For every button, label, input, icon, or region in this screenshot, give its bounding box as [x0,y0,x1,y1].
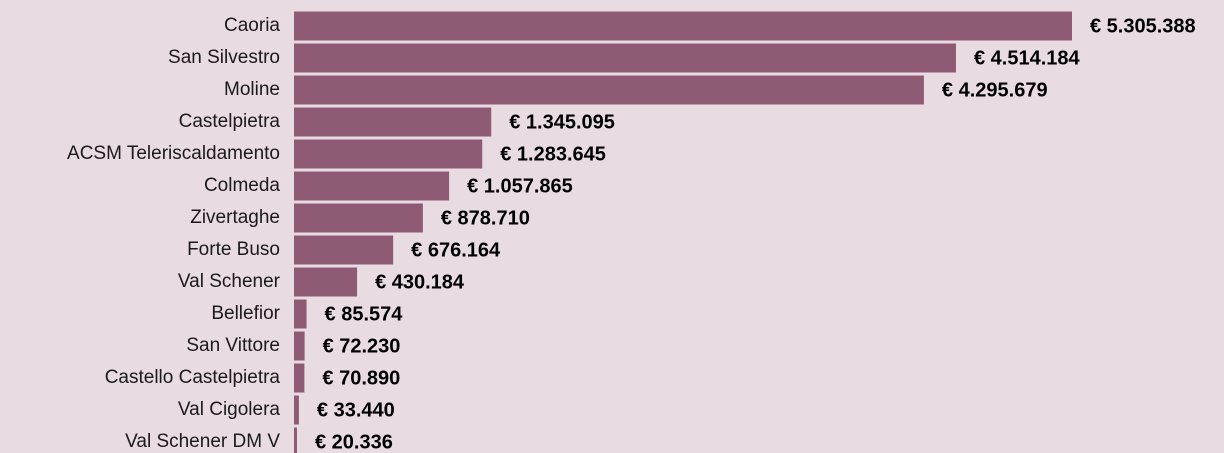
bar [294,331,305,361]
category-label: Val Schener [178,271,281,292]
bar [294,395,299,425]
value-label: € 676.164 [411,239,501,261]
bar [294,11,1072,41]
value-label: € 1.057.865 [467,175,573,197]
category-label: Forte Buso [187,239,280,260]
bar [294,299,307,329]
value-label: € 5.305.388 [1090,15,1196,37]
bar [294,235,394,265]
value-label: € 878.710 [441,207,530,229]
bar [294,139,483,169]
value-label: € 20.336 [315,431,393,453]
category-label: San Vittore [186,335,280,356]
value-label: € 430.184 [375,271,465,293]
category-label: Val Cigolera [178,399,281,420]
value-label: € 85.574 [325,303,404,325]
category-label: ACSM Teleriscaldamento [67,143,280,164]
category-label: Bellefior [211,303,280,324]
category-label: Val Schener DM V [125,431,280,452]
category-label: Moline [224,79,280,100]
category-label: Castello Castelpietra [105,367,281,388]
bar [294,363,305,393]
value-label: € 4.514.184 [974,47,1081,69]
bar [294,267,358,297]
category-label: Castelpietra [179,111,281,132]
bar [294,171,450,201]
value-label: € 4.295.679 [942,79,1048,101]
category-label: Zivertaghe [190,207,280,228]
bar [294,75,924,105]
value-label: € 1.283.645 [500,143,606,165]
value-label: € 70.890 [322,367,400,389]
category-label: Colmeda [204,175,280,196]
value-label: € 72.230 [323,335,401,357]
value-label: € 33.440 [317,399,395,421]
value-label: € 1.345.095 [509,111,615,133]
bar [294,43,956,73]
bar [294,427,297,453]
category-label: Caoria [224,15,280,36]
bar [294,107,492,137]
bar [294,203,423,233]
category-label: San Silvestro [168,47,280,68]
